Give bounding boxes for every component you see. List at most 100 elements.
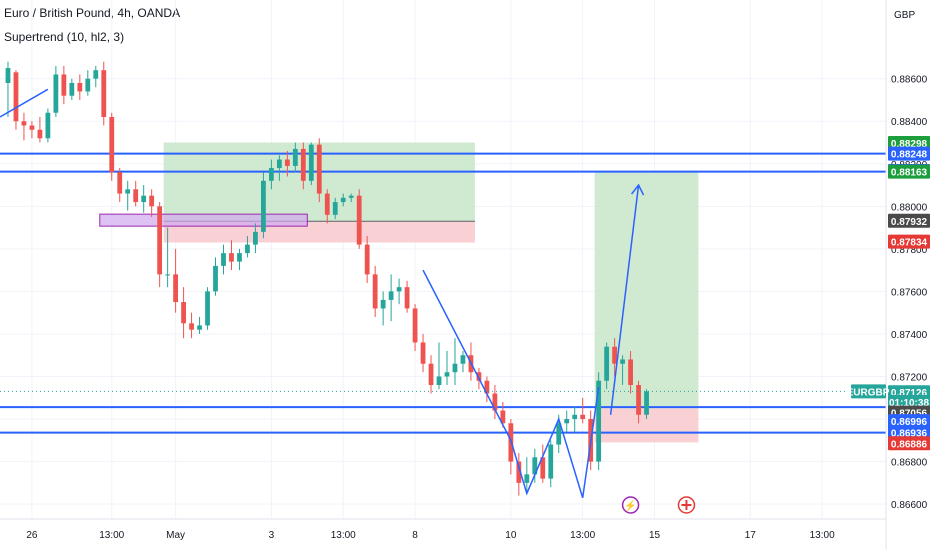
candle-body[interactable] bbox=[420, 342, 426, 364]
candle-body[interactable] bbox=[484, 380, 490, 394]
candle-body[interactable] bbox=[284, 159, 290, 166]
candle-body[interactable] bbox=[93, 70, 99, 79]
candle-body[interactable] bbox=[356, 195, 362, 245]
candle-body[interactable] bbox=[308, 144, 314, 181]
candle-body[interactable] bbox=[372, 274, 378, 309]
candle-body[interactable] bbox=[316, 144, 322, 194]
y-tick-label: 0.87600 bbox=[891, 287, 928, 298]
price-tag bbox=[888, 234, 930, 249]
candle-body[interactable] bbox=[37, 129, 43, 139]
candle-body[interactable] bbox=[149, 195, 155, 207]
candle-body[interactable] bbox=[340, 197, 346, 203]
candle-body[interactable] bbox=[205, 291, 210, 326]
candle-body[interactable] bbox=[436, 376, 442, 385]
long-position-2-profit-zone[interactable] bbox=[594, 172, 699, 409]
order-block-zone[interactable] bbox=[99, 213, 308, 227]
price-tag-label: 0.88298 bbox=[891, 139, 928, 150]
candle-body[interactable] bbox=[348, 195, 354, 198]
candle-body[interactable] bbox=[292, 148, 298, 166]
candle-body[interactable] bbox=[125, 189, 131, 194]
y-tick-label: 0.88000 bbox=[891, 202, 928, 213]
candle-body[interactable] bbox=[476, 372, 482, 381]
candle-body[interactable] bbox=[524, 474, 530, 483]
y-tick-label: 0.88600 bbox=[891, 75, 928, 86]
candle-body[interactable] bbox=[109, 116, 115, 173]
candle-body[interactable] bbox=[245, 244, 250, 254]
candle-body[interactable] bbox=[276, 159, 282, 169]
candle-body[interactable] bbox=[133, 189, 139, 203]
candle-body[interactable] bbox=[604, 346, 610, 381]
candle-body[interactable] bbox=[460, 355, 466, 364]
candle-body[interactable] bbox=[173, 274, 178, 303]
wedge-pattern-line[interactable] bbox=[422, 269, 600, 498]
candle-body[interactable] bbox=[324, 193, 330, 215]
candle-body[interactable] bbox=[540, 457, 546, 479]
candle-body[interactable] bbox=[77, 82, 83, 92]
candle-body[interactable] bbox=[213, 265, 218, 292]
candle-body[interactable] bbox=[253, 231, 258, 245]
candle-body[interactable] bbox=[300, 148, 306, 181]
candle-body[interactable] bbox=[268, 168, 274, 181]
candle-body[interactable] bbox=[492, 393, 498, 411]
candle-body[interactable] bbox=[197, 325, 202, 330]
projection-arrow[interactable] bbox=[609, 184, 640, 415]
candle-body[interactable] bbox=[181, 302, 186, 324]
candle-body[interactable] bbox=[500, 410, 506, 424]
candle-body[interactable] bbox=[21, 121, 27, 126]
candle-body[interactable] bbox=[229, 253, 234, 262]
candle-body[interactable] bbox=[628, 359, 633, 385]
candle-body[interactable] bbox=[572, 414, 578, 420]
candle-body[interactable] bbox=[45, 112, 51, 139]
candle-body[interactable] bbox=[117, 172, 123, 194]
candle-body[interactable] bbox=[428, 363, 434, 385]
candle-body[interactable] bbox=[157, 206, 163, 275]
candle-body[interactable] bbox=[444, 372, 450, 377]
candle-body[interactable] bbox=[189, 323, 194, 330]
candle-body[interactable] bbox=[612, 346, 618, 364]
candle-body[interactable] bbox=[396, 287, 402, 292]
candle-body[interactable] bbox=[332, 202, 338, 215]
candle-body[interactable] bbox=[221, 253, 226, 266]
candle-body[interactable] bbox=[548, 444, 554, 479]
trend-line-left[interactable] bbox=[0, 88, 49, 118]
candle-body[interactable] bbox=[596, 380, 602, 462]
candle-body[interactable] bbox=[388, 291, 394, 300]
candle-body[interactable] bbox=[404, 287, 410, 309]
price-tag bbox=[888, 436, 930, 451]
candle-body[interactable] bbox=[261, 180, 266, 232]
y-tick-label: 0.87200 bbox=[891, 372, 928, 383]
candle-body[interactable] bbox=[412, 308, 418, 343]
price-tag-label: 0.86936 bbox=[891, 429, 928, 440]
price-tag bbox=[888, 425, 930, 440]
price-tag bbox=[888, 146, 930, 161]
candle-body[interactable] bbox=[556, 423, 562, 445]
candle-body[interactable] bbox=[53, 74, 59, 113]
x-tick-label: 26 bbox=[26, 530, 38, 541]
candle-body[interactable] bbox=[380, 299, 386, 309]
x-tick-label: 13:00 bbox=[331, 530, 356, 541]
candle-body[interactable] bbox=[516, 461, 522, 483]
candle-body[interactable] bbox=[5, 68, 11, 83]
candle-body[interactable] bbox=[101, 70, 107, 117]
candle-body[interactable] bbox=[69, 82, 75, 96]
candle-body[interactable] bbox=[452, 363, 458, 373]
candle-body[interactable] bbox=[165, 274, 171, 276]
candle-body[interactable] bbox=[141, 195, 147, 203]
y-tick-label: 0.86800 bbox=[891, 458, 928, 469]
candle-body[interactable] bbox=[29, 125, 35, 130]
candle-body[interactable] bbox=[580, 414, 586, 420]
candle-body[interactable] bbox=[564, 419, 570, 424]
event-flash-icon[interactable] bbox=[621, 496, 640, 514]
candle-body[interactable] bbox=[364, 244, 370, 275]
candle-body[interactable] bbox=[13, 72, 19, 122]
candle-body[interactable] bbox=[61, 74, 67, 96]
price-tag-label: 0.87834 bbox=[891, 238, 928, 249]
event-flash-glyph: ⚡ bbox=[624, 499, 636, 512]
candle-body[interactable] bbox=[237, 253, 242, 262]
candle-body[interactable] bbox=[532, 457, 538, 475]
candle-body[interactable] bbox=[85, 78, 91, 92]
candle-body[interactable] bbox=[636, 384, 641, 415]
candle-body[interactable] bbox=[644, 391, 649, 415]
candle-body[interactable] bbox=[620, 359, 625, 364]
